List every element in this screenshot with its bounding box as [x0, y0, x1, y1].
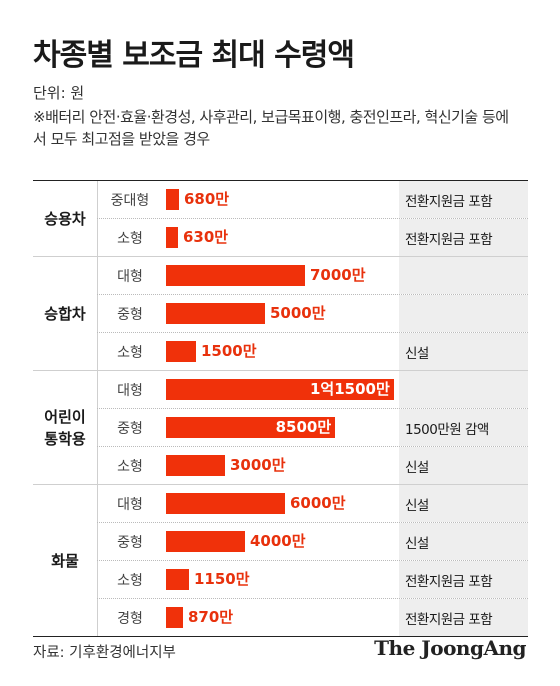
size-label: 중형 [97, 523, 162, 560]
value-bar [166, 569, 189, 590]
note-cell: 신설 [399, 333, 528, 370]
table-row: 대형 7000만 [97, 257, 528, 294]
group-label-text: 어린이 통학용 [44, 407, 86, 448]
note-cell: 1500만원 감액 [399, 409, 528, 446]
value-label: 6000만 [290, 494, 346, 512]
note-cell: 전환지원금 포함 [399, 561, 528, 598]
value-label: 1억1500만 [310, 380, 390, 398]
value-bar [166, 265, 305, 286]
value-bar [166, 379, 394, 400]
value-label: 7000만 [310, 266, 366, 284]
size-label: 중형 [97, 409, 162, 446]
size-label: 소형 [97, 447, 162, 484]
group-label: 승합차 [33, 257, 97, 370]
value-bar [166, 531, 245, 552]
unit-label: 단위: 원 [33, 84, 85, 102]
table-row: 소형 1150만 전환지원금 포함 [97, 560, 528, 598]
size-label: 소형 [97, 333, 162, 370]
value-label: 1500만 [201, 342, 257, 360]
value-bar [166, 189, 179, 210]
footnote: ※배터리 안전·효율·환경성, 사후관리, 보급목표이행, 충전인프라, 혁신기… [33, 108, 509, 148]
note-cell: 전환지원금 포함 [399, 599, 528, 636]
source-label: 자료: 기후환경에너지부 [33, 645, 176, 661]
size-label: 중대형 [97, 181, 162, 218]
value-bar [166, 607, 183, 628]
group-label: 화물 [33, 485, 97, 636]
size-label: 경형 [97, 599, 162, 636]
group-label: 승용차 [33, 181, 97, 256]
table-row: 소형 1500만 신설 [97, 332, 528, 370]
size-label: 대형 [97, 257, 162, 294]
table-row: 대형 1억1500만 [97, 371, 528, 408]
note-cell: 신설 [399, 485, 528, 522]
size-label: 대형 [97, 485, 162, 522]
table-row: 중형 5000만 [97, 294, 528, 332]
table-row: 중대형 680만 전환지원금 포함 [97, 181, 528, 218]
note-cell [399, 257, 528, 294]
value-label: 870만 [188, 608, 234, 626]
value-bar [166, 227, 178, 248]
note-cell: 전환지원금 포함 [399, 181, 528, 218]
value-label: 680만 [184, 190, 230, 208]
note-cell: 신설 [399, 447, 528, 484]
table-row: 경형 870만 전환지원금 포함 [97, 598, 528, 636]
group-label-text: 화물 [51, 551, 79, 570]
value-bar [166, 341, 196, 362]
table-row: 중형 8500만 1500만원 감액 [97, 408, 528, 446]
value-label: 4000만 [250, 532, 306, 550]
size-label: 중형 [97, 295, 162, 332]
table-row: 소형 3000만 신설 [97, 446, 528, 484]
note-cell [399, 371, 528, 408]
note-cell [399, 295, 528, 332]
note-cell: 신설 [399, 523, 528, 560]
table-row: 대형 6000만 신설 [97, 485, 528, 522]
group-label-text: 승용차 [44, 209, 86, 228]
value-label: 3000만 [230, 456, 286, 474]
table-row: 중형 4000만 신설 [97, 522, 528, 560]
note-cell: 전환지원금 포함 [399, 219, 528, 256]
vehicle-group: 승용차 중대형 680만 전환지원금 포함 소형 630만 전환지원금 포함 [33, 181, 528, 257]
value-bar [166, 303, 265, 324]
value-label: 5000만 [270, 304, 326, 322]
table-row: 소형 630만 전환지원금 포함 [97, 218, 528, 256]
value-bar [166, 493, 285, 514]
value-label: 8500만 [275, 418, 332, 436]
size-label: 대형 [97, 371, 162, 408]
size-label: 소형 [97, 219, 162, 256]
chart-title: 차종별 보조금 최대 수령액 [33, 38, 355, 73]
size-label: 소형 [97, 561, 162, 598]
value-bar [166, 455, 225, 476]
vehicle-group: 화물 대형 6000만 신설 중형 4000만 신설 소형 1150만 전환지원금 포함 경형 870… [33, 485, 528, 637]
value-label: 1150만 [194, 570, 250, 588]
publisher-logo: The JoongAng [374, 636, 526, 660]
group-label-text: 승합차 [44, 304, 86, 323]
value-bar [166, 417, 335, 438]
value-label: 630만 [183, 228, 229, 246]
group-label: 어린이 통학용 [33, 371, 97, 484]
subsidy-table: 승용차 중대형 680만 전환지원금 포함 소형 630만 전환지원금 포함 승합차 대형 700… [33, 180, 528, 637]
